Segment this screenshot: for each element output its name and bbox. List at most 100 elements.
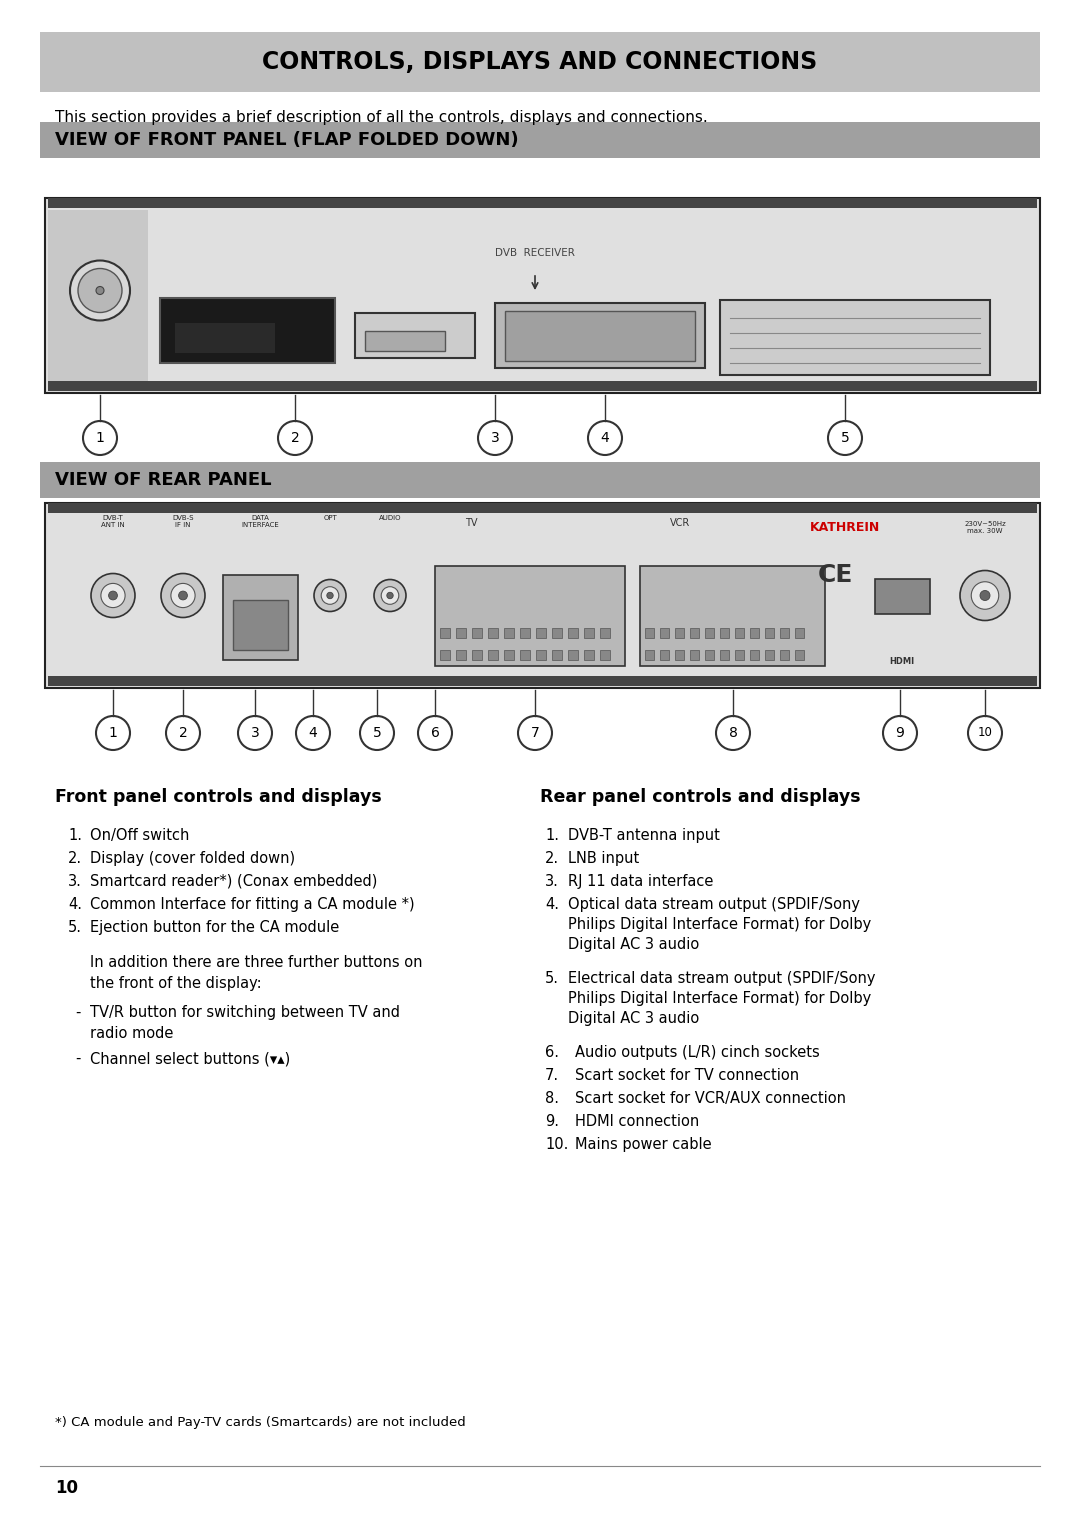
FancyBboxPatch shape: [505, 311, 696, 361]
FancyBboxPatch shape: [440, 651, 450, 660]
Circle shape: [70, 261, 130, 320]
Circle shape: [161, 573, 205, 617]
Text: On/Off switch: On/Off switch: [90, 828, 189, 843]
Text: Optical data stream output (SPDIF/Sony
Philips Digital Interface Format) for Dol: Optical data stream output (SPDIF/Sony P…: [568, 898, 872, 951]
Text: Smartcard reader*) (Conax embedded): Smartcard reader*) (Conax embedded): [90, 873, 377, 888]
Text: DVB-S
IF IN: DVB-S IF IN: [172, 515, 193, 527]
FancyBboxPatch shape: [40, 32, 1040, 91]
FancyBboxPatch shape: [48, 677, 1037, 686]
FancyBboxPatch shape: [795, 628, 804, 639]
Text: 4: 4: [600, 431, 609, 445]
FancyBboxPatch shape: [765, 628, 774, 639]
FancyBboxPatch shape: [355, 312, 475, 358]
FancyBboxPatch shape: [504, 651, 514, 660]
Circle shape: [166, 716, 200, 750]
Circle shape: [478, 421, 512, 456]
Text: AUDIO: AUDIO: [379, 515, 402, 521]
Text: 3.: 3.: [545, 873, 558, 888]
FancyBboxPatch shape: [519, 651, 530, 660]
Text: DVB  RECEIVER: DVB RECEIVER: [495, 248, 575, 258]
FancyBboxPatch shape: [536, 651, 546, 660]
Circle shape: [238, 716, 272, 750]
Text: -: -: [75, 1052, 80, 1065]
FancyBboxPatch shape: [720, 300, 990, 375]
Circle shape: [96, 287, 104, 294]
FancyBboxPatch shape: [552, 628, 562, 639]
FancyBboxPatch shape: [440, 628, 450, 639]
Text: HDMI: HDMI: [890, 657, 915, 666]
Text: 10: 10: [55, 1478, 78, 1497]
FancyBboxPatch shape: [735, 628, 744, 639]
FancyBboxPatch shape: [705, 628, 714, 639]
Text: Channel select buttons (▾▴): Channel select buttons (▾▴): [90, 1052, 291, 1065]
FancyBboxPatch shape: [750, 628, 759, 639]
Text: 1.: 1.: [545, 828, 559, 843]
FancyBboxPatch shape: [875, 579, 930, 614]
FancyBboxPatch shape: [519, 628, 530, 639]
Text: 10.: 10.: [545, 1137, 568, 1152]
Text: 6.: 6.: [545, 1045, 559, 1061]
FancyBboxPatch shape: [504, 628, 514, 639]
FancyBboxPatch shape: [488, 651, 498, 660]
Text: 2.: 2.: [545, 850, 559, 866]
Text: *) CA module and Pay-TV cards (Smartcards) are not included: *) CA module and Pay-TV cards (Smartcard…: [55, 1416, 465, 1430]
Text: Audio outputs (L/R) cinch sockets: Audio outputs (L/R) cinch sockets: [575, 1045, 820, 1061]
Text: RJ 11 data interface: RJ 11 data interface: [568, 873, 714, 888]
Text: 8: 8: [729, 725, 738, 741]
FancyBboxPatch shape: [780, 628, 789, 639]
FancyBboxPatch shape: [45, 503, 1040, 687]
Circle shape: [109, 591, 118, 600]
Text: 3: 3: [251, 725, 259, 741]
FancyBboxPatch shape: [720, 651, 729, 660]
Text: 8.: 8.: [545, 1091, 559, 1106]
FancyBboxPatch shape: [222, 575, 298, 660]
FancyBboxPatch shape: [495, 303, 705, 367]
Circle shape: [321, 587, 339, 605]
Text: 6: 6: [431, 725, 440, 741]
Text: TV: TV: [465, 518, 477, 527]
Circle shape: [83, 421, 117, 456]
Circle shape: [360, 716, 394, 750]
Text: 4.: 4.: [68, 898, 82, 911]
Text: 2.: 2.: [68, 850, 82, 866]
FancyBboxPatch shape: [584, 651, 594, 660]
Circle shape: [968, 716, 1002, 750]
Circle shape: [314, 579, 346, 611]
Circle shape: [960, 570, 1010, 620]
Circle shape: [96, 716, 130, 750]
Circle shape: [980, 590, 990, 600]
FancyBboxPatch shape: [45, 198, 1040, 393]
FancyBboxPatch shape: [645, 628, 654, 639]
Circle shape: [327, 593, 334, 599]
FancyBboxPatch shape: [780, 651, 789, 660]
Text: 4: 4: [309, 725, 318, 741]
Circle shape: [78, 268, 122, 312]
FancyBboxPatch shape: [765, 651, 774, 660]
Text: DVB-T
ANT IN: DVB-T ANT IN: [102, 515, 125, 527]
Text: VIEW OF FRONT PANEL (FLAP FOLDED DOWN): VIEW OF FRONT PANEL (FLAP FOLDED DOWN): [55, 131, 518, 149]
FancyBboxPatch shape: [435, 565, 625, 666]
FancyBboxPatch shape: [675, 628, 684, 639]
Text: TV/R button for switching between TV and
radio mode: TV/R button for switching between TV and…: [90, 1004, 400, 1041]
Text: HDMI connection: HDMI connection: [575, 1114, 699, 1129]
FancyBboxPatch shape: [600, 651, 610, 660]
Text: This section provides a brief description of all the controls, displays and conn: This section provides a brief descriptio…: [55, 110, 707, 125]
FancyBboxPatch shape: [456, 628, 465, 639]
Text: Scart socket for TV connection: Scart socket for TV connection: [575, 1068, 799, 1084]
Text: 1.: 1.: [68, 828, 82, 843]
FancyBboxPatch shape: [48, 210, 148, 381]
Text: DVB-T antenna input: DVB-T antenna input: [568, 828, 720, 843]
Text: LNB input: LNB input: [568, 850, 639, 866]
FancyBboxPatch shape: [705, 651, 714, 660]
FancyBboxPatch shape: [690, 651, 699, 660]
Circle shape: [100, 584, 125, 608]
FancyBboxPatch shape: [795, 651, 804, 660]
FancyBboxPatch shape: [48, 381, 1037, 392]
FancyBboxPatch shape: [690, 628, 699, 639]
Circle shape: [178, 591, 188, 600]
FancyBboxPatch shape: [568, 651, 578, 660]
Text: CE: CE: [818, 564, 853, 587]
FancyBboxPatch shape: [584, 628, 594, 639]
FancyBboxPatch shape: [645, 651, 654, 660]
Text: 1: 1: [109, 725, 118, 741]
